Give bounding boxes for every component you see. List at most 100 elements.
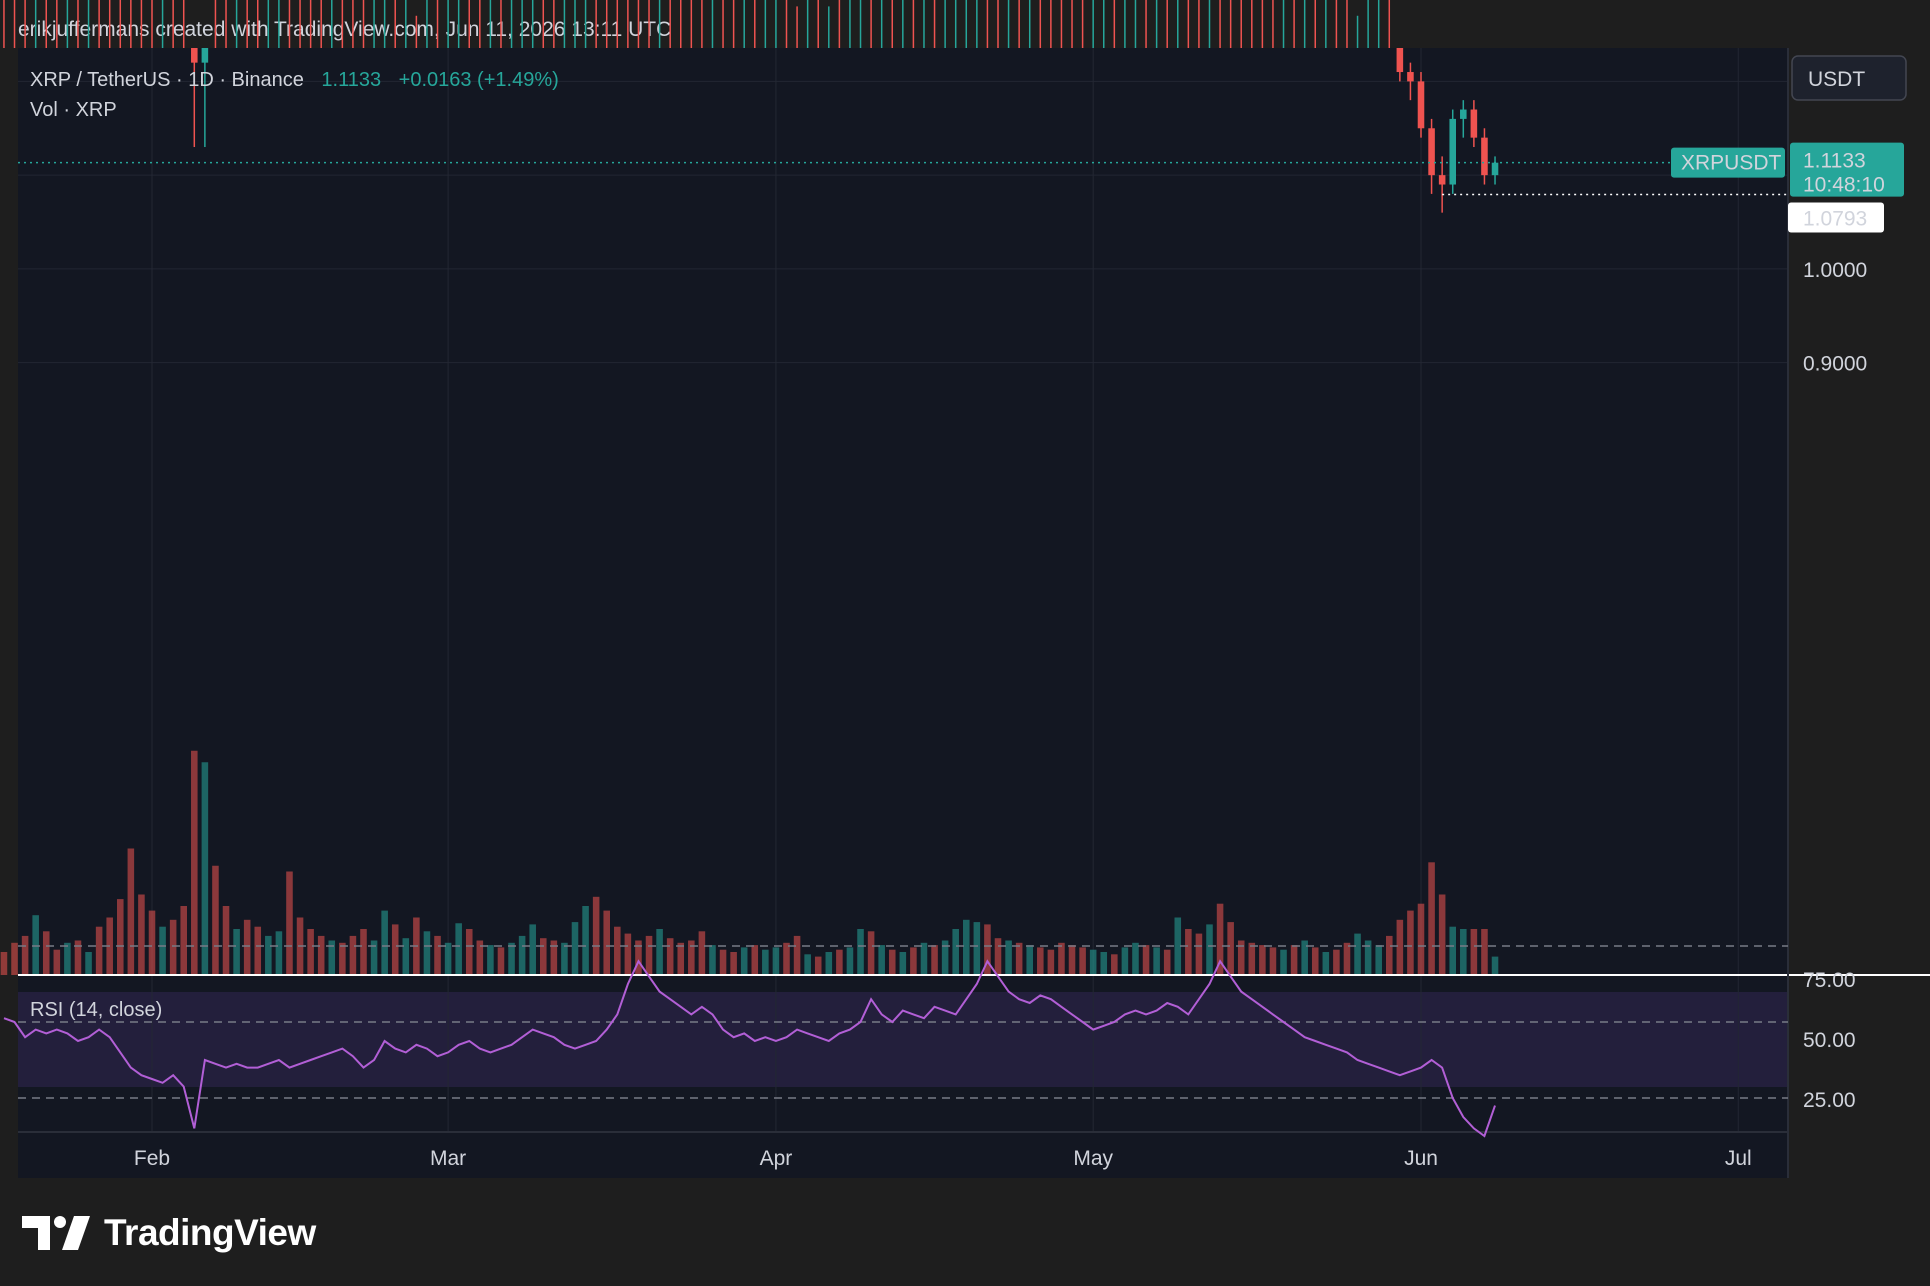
- volume-bar: [603, 910, 611, 975]
- volume-bar: [1290, 945, 1298, 975]
- volume-bar: [222, 906, 230, 975]
- main-pane[interactable]: [18, 48, 1788, 1178]
- volume-bar: [402, 938, 410, 975]
- volume-bar: [127, 848, 135, 975]
- volume-bar: [1354, 933, 1361, 975]
- volume-bar: [148, 910, 156, 975]
- volume-bar: [286, 871, 293, 975]
- volume-bar: [931, 945, 938, 975]
- volume-bar: [508, 942, 515, 975]
- volume-bar: [1364, 940, 1372, 975]
- volume-bar: [74, 940, 82, 975]
- volume-bar: [1311, 947, 1319, 975]
- volume-bar: [550, 940, 558, 975]
- volume-bar: [1079, 947, 1086, 975]
- volume-bar: [635, 940, 642, 975]
- volume-bar: [42, 931, 50, 975]
- rsi-label: RSI (14, close): [30, 999, 162, 1021]
- volume-bar: [159, 926, 166, 975]
- volume-bar: [698, 931, 706, 975]
- time-axis[interactable]: Feb Mar Apr May Jun Jul: [134, 1147, 1752, 1170]
- volume-bar: [836, 949, 843, 975]
- volume-bar: [360, 929, 367, 975]
- low-price-text: 1.0793: [1803, 208, 1867, 231]
- volume-bar: [1301, 940, 1308, 975]
- volume-bar: [1206, 924, 1213, 975]
- price-tick-label: 1.3000: [1803, 0, 1867, 1]
- volume-bar: [1385, 935, 1393, 975]
- candle-body: [1470, 109, 1478, 138]
- volume-bar: [878, 945, 885, 975]
- candle-body: [201, 48, 209, 63]
- volume-bar: [857, 929, 864, 975]
- volume-bar: [1417, 903, 1425, 975]
- volume-bar: [1047, 949, 1055, 975]
- volume-bar: [899, 952, 907, 975]
- volume-bar: [751, 945, 759, 975]
- rsi-levels: [18, 945, 1788, 1099]
- volume-bar: [941, 940, 949, 975]
- rsi-tick-label: 75.00: [1803, 969, 1856, 992]
- volume-bar: [1195, 933, 1203, 975]
- volume-bar: [381, 910, 388, 975]
- volume-bar: [1396, 919, 1404, 975]
- tradingview-logo[interactable]: TradingView: [22, 1212, 316, 1254]
- volume-bar: [1174, 917, 1182, 975]
- volume-bar: [254, 926, 262, 975]
- volume-bar: [476, 940, 484, 975]
- candle-body: [1417, 81, 1425, 129]
- legend-pair: XRP / TetherUS · 1D · Binance 1.1133 +0.…: [30, 69, 559, 91]
- volume-bar: [1163, 949, 1171, 975]
- volume-bar: [180, 906, 188, 975]
- volume-bar: [1460, 929, 1467, 975]
- volume-bar: [719, 949, 727, 975]
- volume-bar: [1407, 910, 1414, 975]
- volume-bar: [793, 935, 801, 975]
- volume-bar: [1015, 942, 1023, 975]
- volume-bar: [592, 896, 600, 975]
- rsi-tick-label: 25.00: [1803, 1089, 1856, 1112]
- volume-bar: [1216, 903, 1224, 975]
- currency-button[interactable]: USDT: [1791, 55, 1907, 101]
- legend-change: +0.0163 (+1.49%): [399, 69, 559, 91]
- volume-bar: [624, 933, 632, 975]
- volume-bar: [116, 899, 124, 975]
- volume-bar: [814, 956, 822, 975]
- volume-bar: [201, 762, 209, 975]
- time-tick-label: Feb: [134, 1147, 170, 1170]
- volume-bar: [1280, 949, 1287, 975]
- volume-bar: [455, 923, 462, 975]
- volume-bar: [867, 931, 875, 975]
- volume-bar: [21, 935, 29, 975]
- volume-bar: [169, 919, 177, 975]
- candle-body: [1481, 137, 1488, 176]
- volume-bar: [307, 929, 314, 975]
- volume-bar: [1142, 945, 1150, 975]
- volume-bar: [64, 942, 71, 975]
- volume-bar: [709, 945, 716, 975]
- candle-body: [1428, 128, 1435, 176]
- volume-bar: [497, 947, 505, 975]
- volume-bar: [804, 954, 811, 975]
- volume-bar: [53, 949, 61, 975]
- volume-bar: [328, 940, 336, 975]
- volume-bar: [339, 942, 346, 975]
- volume-bar: [32, 915, 39, 975]
- volume-bar: [1322, 952, 1330, 975]
- volume-bar: [1005, 940, 1012, 975]
- candle-body: [1449, 118, 1457, 185]
- rsi-band: [18, 992, 1788, 1087]
- time-tick-label: Apr: [760, 1147, 793, 1170]
- volume-bar: [1111, 954, 1118, 975]
- volume-bar: [465, 929, 473, 975]
- volume-bar: [656, 929, 663, 975]
- volume-bar: [487, 945, 494, 975]
- last-price-text: 1.1133: [1803, 150, 1866, 173]
- volume-bar: [1343, 942, 1351, 975]
- volume-bar: [783, 942, 790, 975]
- volume-bar: [1026, 945, 1034, 975]
- rsi-axis: 75.00 50.00 25.00: [1803, 969, 1856, 1112]
- chart-credit: erikjuffermans created with TradingView.…: [18, 18, 672, 41]
- price-tick-label: 0.9000: [1803, 353, 1867, 376]
